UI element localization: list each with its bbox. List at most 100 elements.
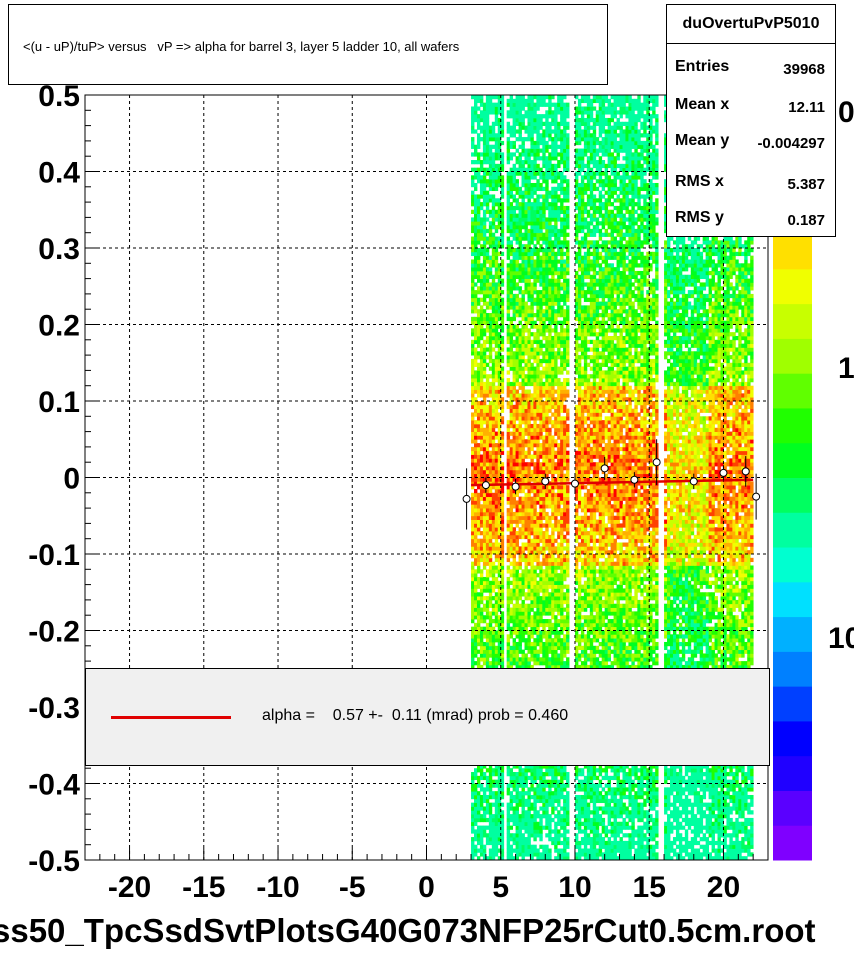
heatmap-cell bbox=[530, 825, 534, 830]
heatmap-cell bbox=[488, 481, 493, 486]
heatmap-cell bbox=[551, 791, 555, 796]
heatmap-cell bbox=[524, 381, 528, 387]
heatmap-cell bbox=[515, 542, 519, 547]
heatmap-cell bbox=[518, 462, 522, 467]
heatmap-cell bbox=[500, 500, 505, 505]
heatmap-cell bbox=[482, 450, 487, 455]
heatmap-cell bbox=[482, 255, 487, 260]
heatmap-cell bbox=[497, 217, 502, 222]
heatmap-cell bbox=[521, 511, 525, 517]
heatmap-cell bbox=[557, 259, 561, 264]
heatmap-cell bbox=[494, 102, 499, 107]
heatmap-cell bbox=[554, 401, 558, 406]
heatmap-cell bbox=[474, 309, 478, 314]
heatmap-cell bbox=[524, 619, 528, 624]
heatmap-cell bbox=[497, 293, 502, 299]
heatmap-cell bbox=[471, 454, 475, 459]
heatmap-cell bbox=[500, 282, 505, 287]
heatmap-cell bbox=[542, 98, 546, 104]
heatmap-cell bbox=[488, 171, 493, 176]
heatmap-cell bbox=[527, 821, 531, 826]
heatmap-cell bbox=[539, 205, 543, 211]
heatmap-cell bbox=[485, 534, 490, 540]
heatmap-cell bbox=[485, 561, 490, 566]
heatmap-cell bbox=[497, 351, 502, 356]
heatmap-cell bbox=[518, 297, 522, 302]
heatmap-cell bbox=[554, 645, 558, 651]
heatmap-cell bbox=[557, 248, 561, 253]
heatmap-cell bbox=[515, 301, 519, 306]
heatmap-cell bbox=[542, 401, 546, 406]
heatmap-cell bbox=[491, 611, 496, 616]
heatmap-cell bbox=[557, 385, 561, 390]
heatmap-cell bbox=[551, 171, 555, 176]
heatmap-cell bbox=[509, 401, 514, 406]
heatmap-cell bbox=[518, 500, 522, 505]
heatmap-cell bbox=[527, 485, 531, 490]
heatmap-cell bbox=[542, 856, 546, 861]
heatmap-cell bbox=[545, 129, 549, 134]
heatmap-cell bbox=[515, 397, 519, 402]
heatmap-cell bbox=[521, 496, 525, 501]
heatmap-cell bbox=[533, 473, 537, 478]
heatmap-cell bbox=[545, 217, 549, 222]
heatmap-cell bbox=[479, 546, 484, 551]
heatmap-cell bbox=[488, 519, 493, 524]
heatmap-cell bbox=[554, 519, 558, 524]
heatmap-cell bbox=[476, 332, 481, 337]
heatmap-cell bbox=[497, 542, 502, 547]
heatmap-cell bbox=[524, 791, 528, 796]
heatmap-cell bbox=[488, 167, 493, 172]
heatmap-cell bbox=[557, 351, 561, 356]
heatmap-cell bbox=[515, 523, 519, 528]
heatmap-cell bbox=[536, 821, 540, 826]
heatmap-cell bbox=[527, 504, 531, 509]
heatmap-cell bbox=[518, 190, 522, 195]
heatmap-cell bbox=[521, 531, 525, 536]
heatmap-cell bbox=[533, 619, 537, 624]
heatmap-cell bbox=[554, 404, 558, 410]
heatmap-cell bbox=[491, 638, 496, 643]
heatmap-cell bbox=[527, 546, 531, 551]
heatmap-cell bbox=[474, 573, 478, 578]
heatmap-cell bbox=[482, 351, 487, 356]
heatmap-cell bbox=[527, 446, 531, 452]
heatmap-cell bbox=[539, 607, 543, 612]
heatmap-cell bbox=[494, 638, 499, 643]
heatmap-cell bbox=[482, 110, 487, 115]
heatmap-cell bbox=[515, 121, 519, 126]
heatmap-cell bbox=[536, 764, 540, 769]
heatmap-cell bbox=[521, 519, 525, 524]
heatmap-cell bbox=[474, 420, 478, 425]
heatmap-cell bbox=[509, 588, 514, 593]
heatmap-cell bbox=[536, 156, 540, 161]
heatmap-cell bbox=[551, 664, 555, 670]
heatmap-cell bbox=[506, 351, 511, 356]
heatmap-cell bbox=[524, 412, 528, 417]
heatmap-cell bbox=[551, 137, 555, 142]
heatmap-cell bbox=[482, 309, 487, 314]
heatmap-cell bbox=[482, 182, 487, 188]
heatmap-cell bbox=[545, 358, 549, 364]
heatmap-cell bbox=[488, 290, 493, 295]
heatmap-cell bbox=[500, 573, 505, 578]
heatmap-cell bbox=[554, 255, 558, 260]
heatmap-cell bbox=[500, 339, 505, 345]
heatmap-cell bbox=[539, 565, 543, 570]
heatmap-cell bbox=[509, 290, 514, 295]
heatmap-cell bbox=[476, 840, 481, 846]
heatmap-cell bbox=[530, 129, 534, 134]
heatmap-cell bbox=[548, 270, 552, 276]
heatmap-cell bbox=[530, 511, 534, 517]
heatmap-cell bbox=[491, 225, 496, 230]
heatmap-cell bbox=[521, 454, 525, 459]
heatmap-cell bbox=[527, 466, 531, 471]
heatmap-cell bbox=[530, 427, 534, 432]
heatmap-cell bbox=[527, 167, 531, 172]
heatmap-cell bbox=[521, 420, 525, 425]
heatmap-cell bbox=[500, 251, 505, 257]
heatmap-cell bbox=[521, 458, 525, 463]
heatmap-cell bbox=[557, 427, 561, 432]
heatmap-cell bbox=[530, 454, 534, 459]
heatmap-cell bbox=[539, 806, 543, 811]
